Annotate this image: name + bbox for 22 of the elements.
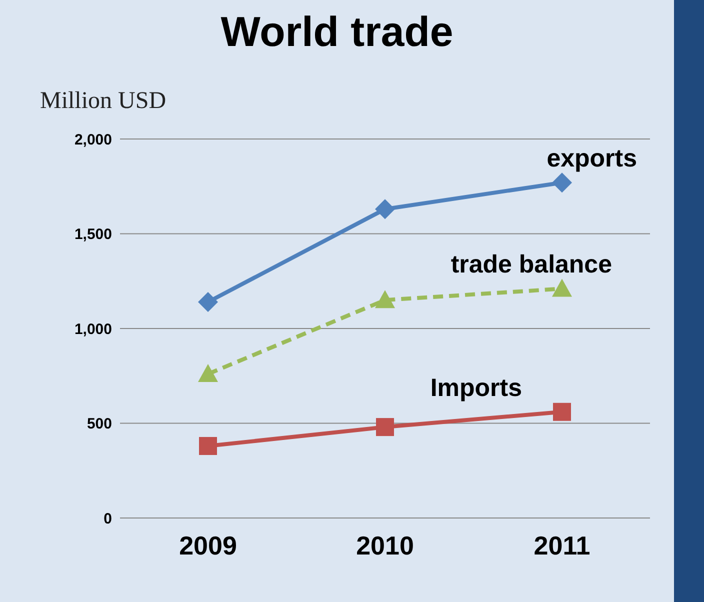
y-axis-title: Million USD: [40, 88, 166, 115]
point: [553, 402, 571, 421]
point: [199, 436, 217, 455]
point: [198, 364, 218, 382]
y-tick-label: 1,500: [74, 226, 112, 244]
point: [552, 278, 572, 297]
y-tick-label: 500: [86, 416, 112, 433]
point: [198, 292, 218, 312]
series-label: exports: [546, 144, 637, 173]
y-tick-label: 0: [104, 510, 112, 528]
point: [375, 290, 395, 308]
x-tick-label: 2009: [179, 530, 237, 560]
y-tick-label: 1,000: [74, 320, 112, 338]
y-tick-label: 2,000: [74, 131, 112, 148]
x-tick-label: 2010: [356, 530, 414, 560]
point: [375, 199, 395, 220]
series-label: trade balance: [450, 250, 612, 279]
chart-title: World trade: [220, 8, 454, 56]
series-label: Imports: [430, 374, 522, 402]
point: [552, 172, 572, 193]
point: [376, 418, 394, 436]
x-tick-label: 2011: [534, 530, 590, 560]
